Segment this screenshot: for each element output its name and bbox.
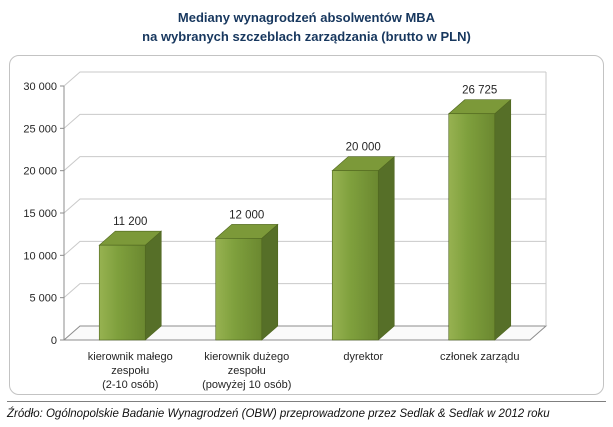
- bar-value-label: 12 000: [229, 209, 264, 221]
- bar: [98, 230, 163, 341]
- bar-front-face: [331, 170, 379, 341]
- y-axis-tick-label: 20 000: [23, 166, 57, 178]
- gridline: [63, 71, 546, 87]
- y-axis-tick-label: 5 000: [29, 293, 57, 305]
- chart-title-line-2: na wybranych szczeblach zarządzania (bru…: [142, 29, 471, 44]
- category-label: kierownik małego: [88, 351, 173, 363]
- chart-title: Mediany wynagrodzeń absolwentów MBA na w…: [0, 8, 613, 46]
- y-axis-tick-label: 10 000: [23, 250, 57, 262]
- category-label: kierownik dużego: [204, 351, 289, 363]
- bar: [214, 223, 279, 341]
- bar-value-label: 26 725: [462, 85, 497, 97]
- source-note: Źródło: Ogólnopolskie Badanie Wynagrodze…: [7, 401, 606, 420]
- bar-side-face: [494, 99, 512, 341]
- bar-value-label: 20 000: [346, 142, 381, 154]
- y-axis-tick-label: 30 000: [23, 81, 57, 93]
- chart-title-line-1: Mediany wynagrodzeń absolwentów MBA: [177, 10, 436, 25]
- bar-side-face: [261, 223, 279, 341]
- y-axis-tick-label: 0: [51, 335, 57, 347]
- bar-front-face: [448, 113, 496, 341]
- category-label: (powyżej 10 osób): [202, 379, 291, 391]
- bar: [331, 156, 396, 341]
- category-label: (2-10 osób): [102, 379, 158, 391]
- category-label: zespołu: [111, 365, 149, 377]
- y-axis-tick-label: 15 000: [23, 208, 57, 220]
- bar-chart-canvas: 0 5 000 10 000 15 000 20 000 25 000 30 000 11 2…: [23, 71, 548, 391]
- y-axis-tick-label: 25 000: [23, 123, 57, 135]
- bar-front-face: [98, 244, 146, 341]
- bar: [447, 99, 512, 341]
- bar-side-face: [377, 156, 395, 341]
- category-label: dyrektor: [343, 351, 383, 363]
- category-label: członek zarządu: [440, 351, 520, 363]
- gridline: [63, 113, 546, 129]
- bar-front-face: [215, 238, 263, 341]
- category-label: zespołu: [228, 365, 266, 377]
- bar-side-face: [144, 230, 162, 341]
- chart-plot-area: 0 5 000 10 000 15 000 20 000 25 000 30 000 11 2…: [9, 55, 604, 395]
- bar-value-label: 11 200: [113, 216, 147, 228]
